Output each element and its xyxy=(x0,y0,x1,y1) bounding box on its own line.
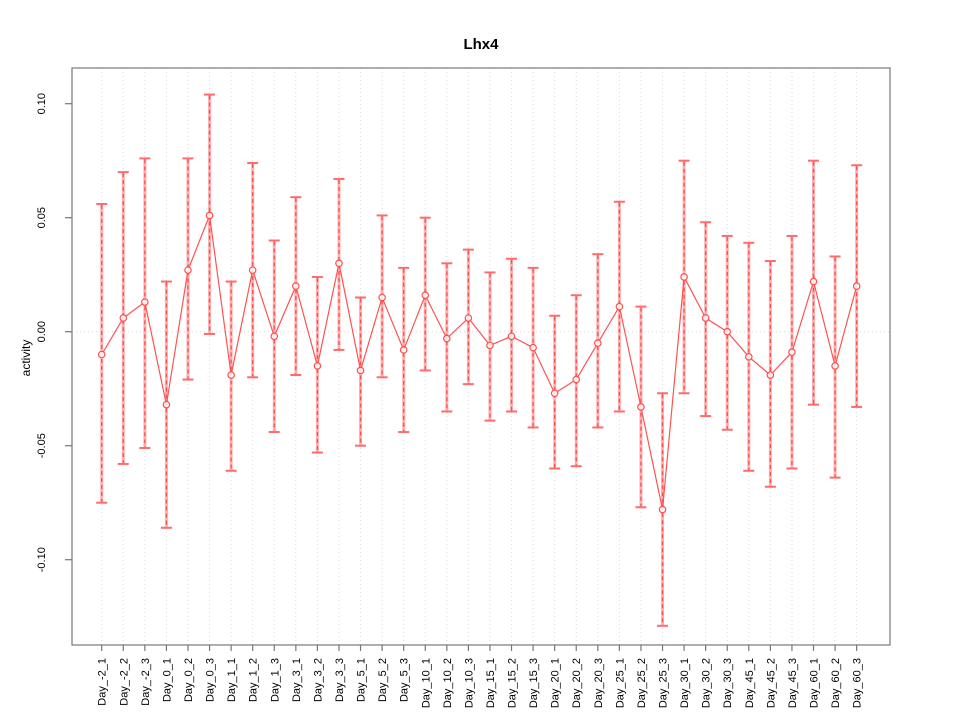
data-point-circle xyxy=(141,298,149,306)
x-tick-label: Day_60_1 xyxy=(809,658,821,708)
data-point-circle xyxy=(227,371,235,379)
data-point-circle xyxy=(486,341,494,350)
data-point-circle xyxy=(270,332,279,341)
series-line xyxy=(101,213,858,510)
data-point-circle xyxy=(184,266,192,274)
x-tick-label: Day_1_2 xyxy=(248,658,260,702)
x-tick-label: Day_5_1 xyxy=(356,658,368,702)
data-point-circle xyxy=(744,352,753,361)
data-point-circle xyxy=(313,362,322,370)
x-tick-label: Day_10_2 xyxy=(442,658,454,708)
data-point-circle xyxy=(378,293,386,302)
data-point-circle xyxy=(831,362,839,370)
x-tick-label: Day_15_2 xyxy=(507,658,519,708)
x-tick-label: Day_30_2 xyxy=(701,658,713,708)
data-point-circle xyxy=(680,273,688,281)
data-point-circle xyxy=(162,400,171,409)
data-point-circle xyxy=(443,334,451,343)
x-tick-label: Day_25_1 xyxy=(614,658,626,708)
x-tick-label: Day_3_3 xyxy=(334,658,346,702)
data-point-circle xyxy=(399,346,408,354)
data-point-circle xyxy=(766,371,775,379)
data-point-circle xyxy=(550,389,559,398)
y-tick-label: -0.05 xyxy=(36,433,48,458)
x-tick-label: Day_1_3 xyxy=(269,658,281,702)
data-point-circle xyxy=(788,348,796,357)
x-tick-label: Day_25_3 xyxy=(658,658,670,708)
x-tick-label: Day_15_3 xyxy=(528,658,540,708)
data-point-circle xyxy=(572,375,581,384)
y-tick-label: 0.10 xyxy=(36,93,48,114)
y-tick-label: 0.00 xyxy=(36,321,48,342)
data-point-circle xyxy=(809,277,818,286)
data-point-circle xyxy=(97,350,106,359)
data-point-circle xyxy=(292,282,300,290)
data-point-circle xyxy=(205,211,214,220)
x-tick-label: Day_3_2 xyxy=(312,658,324,702)
x-tick-label: Day_-2_3 xyxy=(140,658,152,706)
x-tick-label: Day_20_3 xyxy=(593,658,605,708)
y-tick-label: 0.05 xyxy=(36,207,48,228)
x-tick-label: Day_0_3 xyxy=(205,658,217,702)
chart-title: Lhx4 xyxy=(463,36,499,53)
x-tick-label: Day_3_1 xyxy=(291,658,303,702)
data-point-circle xyxy=(119,314,128,322)
x-tick-label: Day_30_1 xyxy=(679,658,691,708)
data-point-circle xyxy=(594,339,602,347)
data-point-circle xyxy=(529,343,537,352)
x-tick-label: Day_45_3 xyxy=(787,658,799,708)
x-tick-label: Day_5_2 xyxy=(377,658,389,702)
data-point-circle xyxy=(421,291,430,300)
data-point-circle xyxy=(335,259,343,268)
x-tick-label: Day_45_2 xyxy=(765,658,777,708)
x-tick-label: Day_-2_2 xyxy=(118,658,130,706)
x-tick-label: Day_5_3 xyxy=(399,658,411,702)
x-tick-label: Day_10_1 xyxy=(420,658,432,708)
data-point-circle xyxy=(356,366,365,375)
data-point-circle xyxy=(852,282,861,290)
x-tick-label: Day_0_1 xyxy=(161,658,173,702)
data-point-circle xyxy=(248,266,257,274)
x-tick-label: Day_25_2 xyxy=(636,658,648,708)
data-point-circle xyxy=(615,302,624,311)
x-tick-label: Day_15_1 xyxy=(485,658,497,708)
x-tick-label: Day_60_2 xyxy=(830,658,842,708)
data-point-circle xyxy=(658,505,667,514)
x-tick-label: Day_10_3 xyxy=(463,658,475,708)
y-tick-label: -0.10 xyxy=(36,547,48,572)
x-tick-label: Day_60_3 xyxy=(852,658,864,708)
data-point-circle xyxy=(637,403,645,411)
x-tick-label: Day_45_1 xyxy=(744,658,756,708)
x-tick-label: Day_20_1 xyxy=(550,658,562,708)
x-tick-label: Day_30_3 xyxy=(722,658,734,708)
axis-frame xyxy=(71,67,891,646)
y-axis-label-text: activity xyxy=(19,339,33,377)
x-tick-label: Day_-2_1 xyxy=(97,658,109,706)
x-tick-label: Day_1_1 xyxy=(226,658,238,702)
data-point-circle xyxy=(507,332,516,341)
data-point-circle xyxy=(723,327,732,336)
x-tick-label: Day_20_2 xyxy=(571,658,583,708)
x-tick-label: Day_0_2 xyxy=(183,658,195,702)
data-point-circle xyxy=(701,314,710,322)
data-point-circle xyxy=(464,314,473,322)
